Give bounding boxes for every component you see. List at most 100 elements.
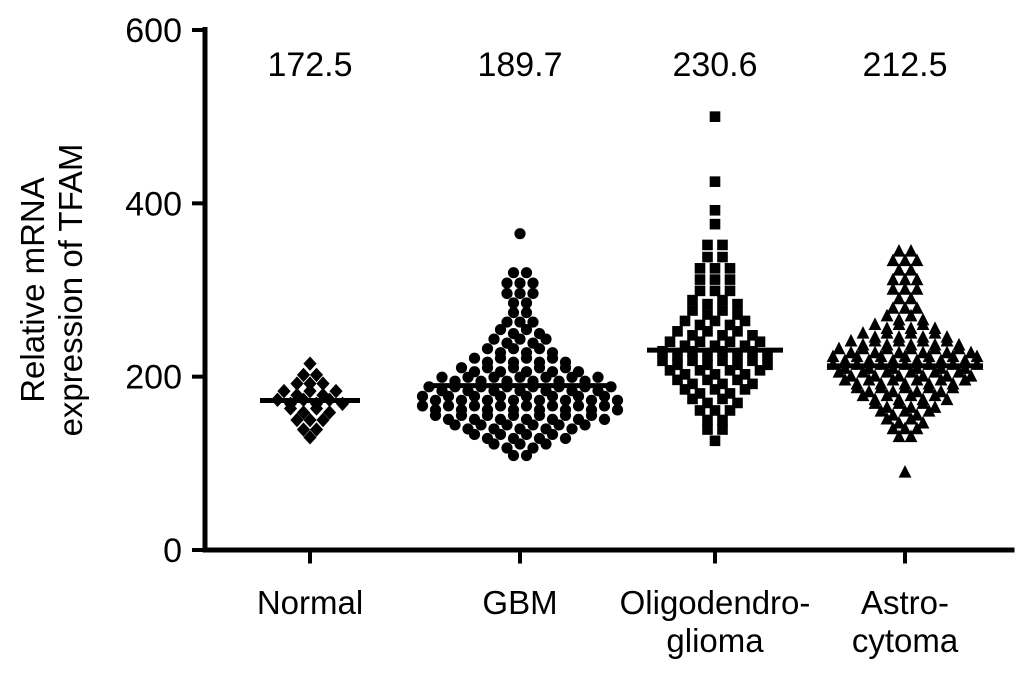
y-tick-label: 0 — [163, 532, 182, 570]
data-point — [303, 376, 317, 391]
data-point — [494, 352, 507, 364]
data-point — [904, 244, 918, 257]
data-point — [494, 324, 507, 336]
data-point — [709, 384, 721, 395]
data-point — [694, 336, 706, 348]
data-point — [585, 394, 598, 406]
data-point — [709, 340, 721, 352]
data-point — [598, 400, 611, 412]
data-point — [507, 394, 520, 406]
data-point — [702, 239, 713, 251]
data-point — [316, 412, 330, 428]
data-point — [904, 263, 918, 276]
data-point — [679, 369, 691, 380]
data-point — [309, 367, 324, 383]
data-point — [527, 442, 539, 454]
data-point — [309, 401, 324, 416]
data-point — [672, 374, 683, 386]
data-point — [717, 239, 728, 251]
data-point — [296, 367, 311, 383]
data-point — [277, 383, 291, 399]
data-point — [898, 380, 912, 394]
data-point — [702, 298, 713, 310]
data-point — [679, 340, 691, 352]
data-point — [553, 419, 565, 431]
data-point — [702, 424, 713, 435]
data-point — [856, 341, 870, 355]
x-axis-group-label: cytoma — [852, 622, 959, 659]
data-point — [672, 349, 683, 361]
data-point — [952, 365, 966, 378]
data-point — [916, 396, 930, 409]
data-point — [687, 355, 698, 367]
x-axis-group-label: GBM — [482, 584, 557, 621]
data-point — [507, 343, 520, 355]
data-point — [702, 309, 713, 320]
data-point — [946, 380, 960, 394]
data-point — [694, 274, 706, 285]
data-point — [724, 285, 736, 297]
data-point — [527, 316, 539, 328]
data-point — [507, 267, 520, 279]
data-point — [694, 388, 706, 399]
data-point — [702, 251, 713, 263]
data-point — [892, 291, 906, 305]
data-point — [922, 380, 936, 394]
data-point — [514, 438, 526, 450]
data-point — [886, 353, 900, 367]
data-point — [762, 359, 773, 371]
data-point — [747, 378, 758, 390]
data-point — [687, 393, 698, 405]
data-point — [501, 277, 513, 289]
data-point — [694, 263, 706, 274]
data-point — [657, 355, 668, 367]
mean-label: 189.7 — [477, 46, 562, 84]
data-point — [892, 429, 906, 443]
data-point — [916, 317, 930, 330]
data-point — [724, 274, 736, 285]
data-point — [709, 285, 721, 297]
data-point — [687, 378, 698, 390]
data-point — [527, 277, 539, 289]
data-point — [732, 359, 743, 371]
data-point — [592, 371, 604, 383]
data-point — [904, 326, 918, 339]
data-point — [724, 336, 736, 348]
data-point — [762, 349, 773, 361]
data-point — [488, 438, 500, 450]
data-point — [436, 371, 448, 383]
data-point — [928, 365, 942, 378]
data-point — [910, 301, 924, 314]
data-point — [514, 333, 526, 345]
x-axis-group-label: glioma — [666, 622, 764, 659]
data-point — [468, 400, 481, 412]
data-point — [702, 414, 713, 426]
data-point — [717, 294, 728, 306]
data-point — [694, 365, 706, 376]
data-point — [481, 343, 494, 355]
data-point — [724, 365, 736, 376]
data-point — [520, 352, 533, 364]
data-point — [717, 393, 728, 405]
data-point — [679, 315, 691, 327]
data-point — [958, 353, 972, 367]
data-point — [874, 380, 888, 394]
data-point — [747, 355, 758, 367]
data-point — [694, 319, 706, 331]
data-point — [507, 449, 520, 462]
data-point — [934, 353, 948, 367]
data-point — [832, 365, 846, 378]
data-point — [826, 349, 840, 363]
data-point — [702, 359, 713, 371]
data-point — [520, 428, 533, 441]
data-point — [916, 415, 930, 429]
data-point — [886, 282, 900, 295]
data-point — [862, 353, 876, 367]
data-point — [898, 282, 912, 295]
data-point — [520, 267, 533, 279]
y-tick-label: 600 — [125, 12, 182, 50]
data-point — [904, 341, 918, 355]
data-point — [709, 176, 721, 187]
data-point — [892, 244, 906, 257]
